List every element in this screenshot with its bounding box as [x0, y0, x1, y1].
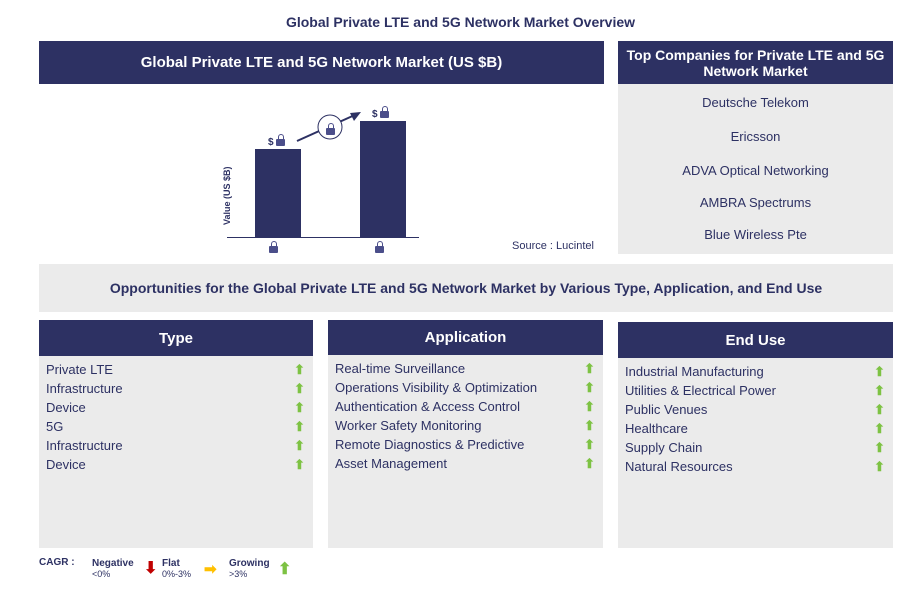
- legend-negative: Negative: [92, 558, 134, 569]
- bar-2-label: $: [372, 109, 378, 120]
- lock-icon: [375, 241, 384, 253]
- up-arrow-icon: ⬆: [294, 362, 305, 377]
- list-item: Private LTE: [46, 362, 113, 377]
- down-arrow-icon: ⬇: [144, 560, 158, 577]
- list-item: Utilities & Electrical Power: [625, 383, 776, 398]
- company-item: Blue Wireless Pte: [704, 227, 807, 242]
- up-arrow-icon: ⬆: [294, 457, 305, 472]
- lock-icon: [276, 134, 285, 146]
- y-axis-label: Value (US $B): [222, 166, 232, 225]
- list-item: Authentication & Access Control: [335, 399, 520, 414]
- up-arrow-icon: ⬆: [294, 400, 305, 415]
- list-item: Natural Resources: [625, 459, 733, 474]
- list-item: Industrial Manufacturing: [625, 364, 764, 379]
- page-title: Global Private LTE and 5G Network Market…: [285, 14, 636, 30]
- column-panel-1: [328, 355, 603, 548]
- up-arrow-icon: ⬆: [278, 561, 292, 578]
- column-panel-0: [39, 356, 313, 548]
- lock-icon: [380, 106, 389, 118]
- up-arrow-icon: ⬆: [874, 364, 885, 379]
- list-item: 5G: [46, 419, 64, 434]
- list-item: Infrastructure: [46, 438, 123, 453]
- chart-header: Global Private LTE and 5G Network Market…: [39, 41, 604, 84]
- legend-label: CAGR :: [39, 557, 75, 568]
- list-item: Remote Diagnostics & Predictive: [335, 437, 525, 452]
- bar-1: [255, 149, 301, 237]
- list-item: Asset Management: [335, 456, 448, 471]
- list-item: Device: [46, 457, 86, 472]
- bar-1-label: $: [268, 137, 274, 148]
- list-item: Healthcare: [625, 421, 688, 436]
- up-arrow-icon: ⬆: [874, 459, 885, 474]
- company-item: Deutsche Telekom: [702, 95, 809, 110]
- column-header-1: Application: [328, 320, 603, 355]
- lock-icon: [269, 241, 278, 253]
- up-arrow-icon: ⬆: [584, 456, 595, 471]
- up-arrow-icon: ⬆: [584, 418, 595, 433]
- companies-panel: [618, 84, 893, 254]
- column-header-2: End Use: [618, 322, 893, 358]
- list-item: Worker Safety Monitoring: [335, 418, 482, 433]
- column-panel-2: [618, 358, 893, 548]
- up-arrow-icon: ⬆: [294, 381, 305, 396]
- up-arrow-icon: ⬆: [294, 419, 305, 434]
- legend-growing: Growing: [229, 558, 270, 569]
- opportunities-banner: Opportunities for the Global Private LTE…: [39, 264, 893, 312]
- up-arrow-icon: ⬆: [584, 380, 595, 395]
- legend-flat-range: 0%-3%: [162, 569, 192, 579]
- legend-growing-range: >3%: [229, 569, 248, 579]
- list-item: Public Venues: [625, 402, 708, 417]
- up-arrow-icon: ⬆: [584, 399, 595, 414]
- up-arrow-icon: ⬆: [584, 361, 595, 376]
- right-arrow-icon: ➡: [204, 561, 217, 578]
- up-arrow-icon: ⬆: [584, 437, 595, 452]
- bar-2: [360, 121, 406, 237]
- legend-flat: Flat: [162, 558, 180, 569]
- list-item: Real-time Surveillance: [335, 361, 466, 376]
- list-item: Infrastructure: [46, 381, 123, 396]
- up-arrow-icon: ⬆: [874, 402, 885, 417]
- list-item: Device: [46, 400, 86, 415]
- source-label: Source : Lucintel: [512, 240, 594, 252]
- up-arrow-icon: ⬆: [874, 440, 885, 455]
- company-item: Ericsson: [730, 129, 781, 144]
- column-header-0: Type: [39, 320, 313, 356]
- companies-header: Top Companies for Private LTE and 5G Net…: [618, 41, 893, 84]
- list-item: Supply Chain: [625, 440, 703, 455]
- up-arrow-icon: ⬆: [874, 421, 885, 436]
- up-arrow-icon: ⬆: [294, 438, 305, 453]
- company-item: ADVA Optical Networking: [682, 163, 829, 178]
- up-arrow-icon: ⬆: [874, 383, 885, 398]
- legend-negative-range: <0%: [92, 569, 111, 579]
- list-item: Operations Visibility & Optimization: [335, 380, 538, 395]
- x-axis: [227, 237, 419, 238]
- company-item: AMBRA Spectrums: [699, 195, 812, 210]
- lock-icon: [326, 123, 335, 135]
